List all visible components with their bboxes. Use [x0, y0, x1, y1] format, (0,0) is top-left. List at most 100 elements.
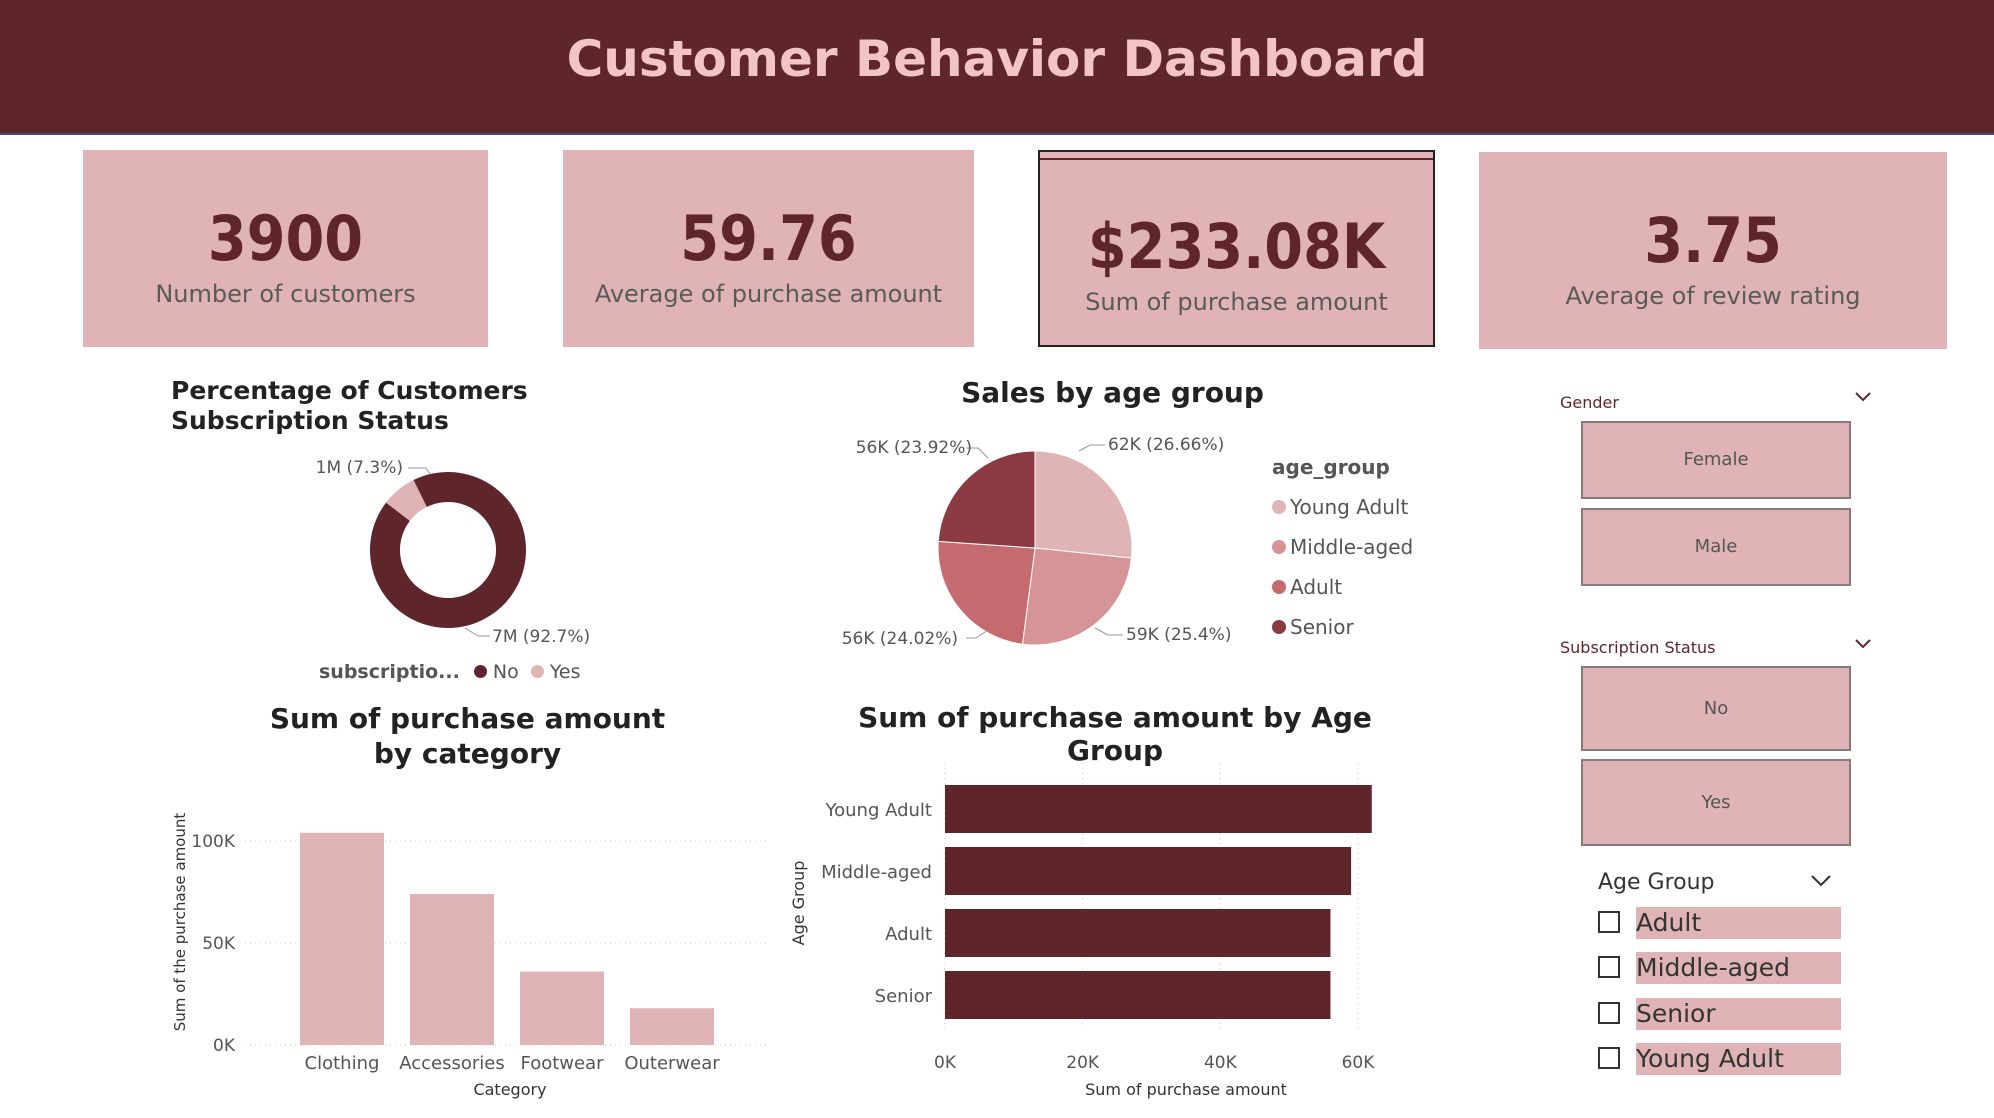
bar-accessories	[410, 894, 494, 1045]
bar-adult	[945, 909, 1331, 957]
data-label-middle-aged: 59K (25.4%)	[1126, 625, 1231, 645]
x-tick-label: 0K	[934, 1053, 957, 1073]
legend-dot	[1272, 500, 1286, 514]
category-bar-chart: 0K 50K 100K Clothing Accessories Footwear Oute…	[171, 813, 770, 1099]
legend-label-no[interactable]: No	[492, 661, 519, 683]
data-label-senior: 56K (23.92%)	[856, 438, 972, 458]
legend-label: Young Adult	[1290, 495, 1409, 519]
legend-dot-yes	[530, 665, 544, 678]
gender-option-male[interactable]: Male	[1581, 508, 1851, 586]
leader-line	[1094, 627, 1123, 636]
leader-line	[966, 447, 989, 459]
kpi-card-review[interactable]: 3.75 Average of review rating	[1479, 152, 1947, 349]
category-chart-title: Sum of purchase amount by category	[250, 701, 685, 771]
kpi-value: 3900	[207, 202, 364, 275]
page-title: Customer Behavior Dashboard	[566, 30, 1428, 88]
subscription-option-no[interactable]: No	[1581, 666, 1851, 751]
kpi-label: Average of review rating	[1565, 282, 1861, 310]
kpi-label: Average of purchase amount	[594, 280, 943, 308]
checkbox[interactable]	[1598, 1002, 1620, 1024]
pie-slice-senior	[937, 450, 1036, 549]
x-tick-label: Accessories	[399, 1053, 505, 1074]
legend-label-yes[interactable]: Yes	[549, 661, 581, 683]
gender-option-female[interactable]: Female	[1581, 421, 1851, 499]
age-group-pie-chart: 62K (26.66%) 59K (25.4%) 56K (24.02%) 56K (…	[842, 435, 1232, 649]
leader-line	[1078, 444, 1105, 452]
kpi-value: 3.75	[1644, 204, 1782, 277]
checkbox[interactable]	[1598, 911, 1620, 933]
card-top-line	[1040, 158, 1433, 160]
bar-outerwear	[630, 1008, 714, 1045]
legend-label: Middle-aged	[1290, 535, 1414, 559]
bar-young-adult	[945, 785, 1372, 833]
legend-item[interactable]: Middle-aged	[1272, 527, 1472, 567]
kpi-card-sum-purchase[interactable]: $233.08K Sum of purchase amount	[1038, 150, 1435, 347]
agegroup-bar-title: Sum of purchase amount by Age Group	[858, 701, 1372, 767]
x-tick-label: 60K	[1342, 1053, 1376, 1073]
y-tick-label: Adult	[885, 924, 932, 945]
legend-title: age_group	[1272, 455, 1390, 479]
y-axis-label: Sum of the purchase amount	[171, 813, 189, 1032]
x-tick-label: Outerwear	[624, 1053, 720, 1074]
bar-footwear	[520, 971, 604, 1045]
subscription-chart-title: Percentage of Customers Subscription Sta…	[171, 376, 528, 435]
checkbox[interactable]	[1598, 956, 1620, 978]
pie-slice-middle-aged	[1021, 547, 1133, 646]
age-pie-title: Sales by age group	[961, 376, 1264, 409]
bar-middle-aged	[945, 847, 1352, 895]
x-axis-label: Sum of purchase amount	[1085, 1080, 1287, 1099]
kpi-label: Sum of purchase amount	[1085, 288, 1388, 316]
kpi-card-avg-purchase[interactable]: 59.76 Average of purchase amount	[563, 150, 974, 347]
x-tick-label: Clothing	[305, 1053, 380, 1074]
legend-item[interactable]: Young Adult	[1272, 487, 1472, 527]
subscription-legend: subscriptio... No Yes	[319, 661, 581, 687]
data-label-adult: 56K (24.02%)	[842, 629, 958, 649]
data-label-no: 7M (92.7%)	[492, 627, 590, 647]
chevron-down-icon[interactable]	[1810, 873, 1832, 892]
subscription-donut-chart: 1M (7.3%) 7M (92.7%)	[316, 458, 591, 647]
kpi-value: 59.76	[680, 202, 857, 275]
age-option-label[interactable]: Senior	[1636, 998, 1841, 1030]
leader-line	[408, 467, 431, 475]
subscription-slicer-title: Subscription Status	[1560, 638, 1716, 657]
kpi-value: $233.08K	[1087, 210, 1386, 283]
legend-dot	[1272, 580, 1286, 594]
x-tick-label: Footwear	[520, 1053, 604, 1074]
y-tick-label: 0K	[213, 1036, 236, 1056]
legend-dot-no	[473, 665, 487, 678]
leader-line	[966, 629, 989, 639]
x-tick-label: 20K	[1066, 1053, 1100, 1073]
bar-senior	[945, 971, 1331, 1019]
pie-slice-adult	[937, 540, 1036, 645]
bar-clothing	[300, 832, 384, 1045]
age-option-label[interactable]: Middle-aged	[1636, 952, 1841, 984]
kpi-label: Number of customers	[155, 280, 416, 308]
y-tick-label: Senior	[875, 986, 933, 1007]
header-banner: Customer Behavior Dashboard	[0, 0, 1994, 135]
legend-dot	[1272, 540, 1286, 554]
subscription-option-yes[interactable]: Yes	[1581, 759, 1851, 846]
kpi-card-customers[interactable]: 3900 Number of customers	[83, 150, 488, 347]
age-legend: age_group Young Adult Middle-aged Adult Sen…	[1272, 455, 1472, 647]
y-tick-label: 100K	[191, 832, 235, 852]
age-slicer-title: Age Group	[1598, 870, 1715, 895]
legend-title: subscriptio...	[319, 661, 460, 683]
data-label-young-adult: 62K (26.66%)	[1108, 435, 1224, 455]
pie-slice-young-adult	[1034, 450, 1133, 559]
y-tick-label: Young Adult	[825, 800, 932, 821]
gender-slicer-title: Gender	[1560, 393, 1619, 412]
legend-item[interactable]: Senior	[1272, 607, 1472, 647]
legend-item[interactable]: Adult	[1272, 567, 1472, 607]
leader-line	[464, 627, 490, 637]
checkbox[interactable]	[1598, 1047, 1620, 1069]
age-option-label[interactable]: Adult	[1636, 907, 1841, 939]
data-label-yes: 1M (7.3%)	[316, 458, 403, 478]
x-tick-label: 40K	[1204, 1053, 1238, 1073]
chevron-down-icon[interactable]	[1854, 635, 1872, 654]
chevron-down-icon[interactable]	[1854, 388, 1872, 407]
legend-dot	[1272, 620, 1286, 634]
age-option-label[interactable]: Young Adult	[1636, 1043, 1841, 1075]
donut-slice-yes	[386, 480, 427, 521]
y-tick-label: 50K	[202, 934, 236, 954]
x-axis-label: Category	[473, 1080, 546, 1099]
